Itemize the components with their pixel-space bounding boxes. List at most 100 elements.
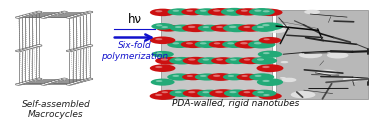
- Polygon shape: [41, 83, 47, 85]
- Polygon shape: [33, 45, 39, 47]
- Circle shape: [262, 24, 270, 26]
- Circle shape: [258, 51, 282, 58]
- Circle shape: [258, 93, 282, 100]
- Circle shape: [257, 59, 264, 61]
- Polygon shape: [19, 15, 25, 18]
- Polygon shape: [19, 82, 25, 84]
- Circle shape: [150, 92, 176, 100]
- Circle shape: [228, 75, 234, 77]
- Circle shape: [208, 73, 234, 81]
- Circle shape: [257, 9, 282, 16]
- Polygon shape: [73, 82, 79, 84]
- Circle shape: [257, 22, 284, 30]
- Circle shape: [211, 25, 235, 32]
- Circle shape: [235, 8, 260, 15]
- Circle shape: [197, 90, 222, 97]
- Circle shape: [155, 10, 163, 12]
- Polygon shape: [67, 16, 72, 18]
- Circle shape: [172, 75, 179, 77]
- Circle shape: [161, 91, 168, 93]
- Circle shape: [188, 91, 195, 93]
- Circle shape: [279, 25, 289, 28]
- Text: Self-assembled
Macrocycles: Self-assembled Macrocycles: [22, 100, 90, 119]
- Circle shape: [156, 24, 163, 26]
- Circle shape: [186, 42, 193, 44]
- Circle shape: [327, 52, 349, 58]
- Circle shape: [202, 91, 209, 93]
- Polygon shape: [84, 79, 89, 81]
- Circle shape: [213, 10, 220, 12]
- Circle shape: [187, 75, 193, 77]
- Circle shape: [155, 38, 163, 40]
- Circle shape: [156, 80, 163, 82]
- Polygon shape: [84, 12, 89, 14]
- Circle shape: [238, 24, 263, 32]
- Polygon shape: [55, 13, 60, 15]
- Polygon shape: [29, 13, 35, 15]
- Circle shape: [198, 57, 222, 64]
- Polygon shape: [29, 46, 35, 48]
- Circle shape: [240, 42, 248, 44]
- Circle shape: [244, 59, 250, 61]
- Circle shape: [281, 78, 296, 82]
- Circle shape: [195, 41, 219, 48]
- Text: hν: hν: [127, 13, 141, 26]
- Circle shape: [239, 57, 262, 64]
- Circle shape: [270, 24, 287, 29]
- Circle shape: [155, 94, 163, 96]
- Circle shape: [254, 42, 262, 44]
- Polygon shape: [73, 15, 79, 17]
- Circle shape: [216, 59, 223, 61]
- Circle shape: [161, 58, 168, 61]
- Circle shape: [263, 10, 270, 12]
- Circle shape: [229, 26, 237, 28]
- Circle shape: [226, 10, 234, 12]
- Circle shape: [224, 89, 250, 97]
- Circle shape: [263, 38, 270, 40]
- Circle shape: [242, 75, 248, 77]
- Circle shape: [175, 59, 182, 61]
- Circle shape: [209, 89, 237, 97]
- Circle shape: [257, 26, 264, 28]
- Circle shape: [249, 8, 275, 16]
- Polygon shape: [67, 83, 72, 85]
- Polygon shape: [29, 80, 35, 82]
- Circle shape: [172, 10, 179, 12]
- Polygon shape: [33, 12, 39, 14]
- Polygon shape: [36, 11, 42, 13]
- Circle shape: [251, 57, 277, 65]
- Circle shape: [254, 10, 262, 12]
- Polygon shape: [55, 80, 60, 82]
- Polygon shape: [22, 15, 28, 17]
- Polygon shape: [26, 47, 32, 49]
- Polygon shape: [36, 78, 42, 80]
- Polygon shape: [58, 12, 64, 14]
- Polygon shape: [33, 79, 39, 81]
- Polygon shape: [45, 15, 50, 18]
- Polygon shape: [80, 46, 86, 48]
- Circle shape: [254, 75, 262, 77]
- Circle shape: [243, 91, 250, 93]
- Circle shape: [155, 66, 163, 68]
- Polygon shape: [26, 14, 32, 16]
- Circle shape: [169, 90, 195, 97]
- FancyBboxPatch shape: [161, 10, 272, 99]
- Circle shape: [209, 41, 232, 48]
- FancyBboxPatch shape: [276, 10, 368, 99]
- Circle shape: [203, 26, 209, 28]
- Circle shape: [167, 73, 192, 81]
- Circle shape: [229, 91, 237, 93]
- Circle shape: [211, 57, 235, 64]
- Circle shape: [249, 73, 274, 81]
- Circle shape: [316, 70, 338, 76]
- Circle shape: [183, 89, 209, 97]
- Circle shape: [151, 79, 175, 86]
- Circle shape: [280, 77, 286, 79]
- Circle shape: [280, 61, 288, 63]
- Polygon shape: [36, 45, 42, 46]
- Circle shape: [257, 91, 264, 93]
- Circle shape: [175, 91, 182, 93]
- Circle shape: [155, 57, 181, 65]
- Polygon shape: [73, 48, 79, 50]
- Circle shape: [156, 90, 180, 97]
